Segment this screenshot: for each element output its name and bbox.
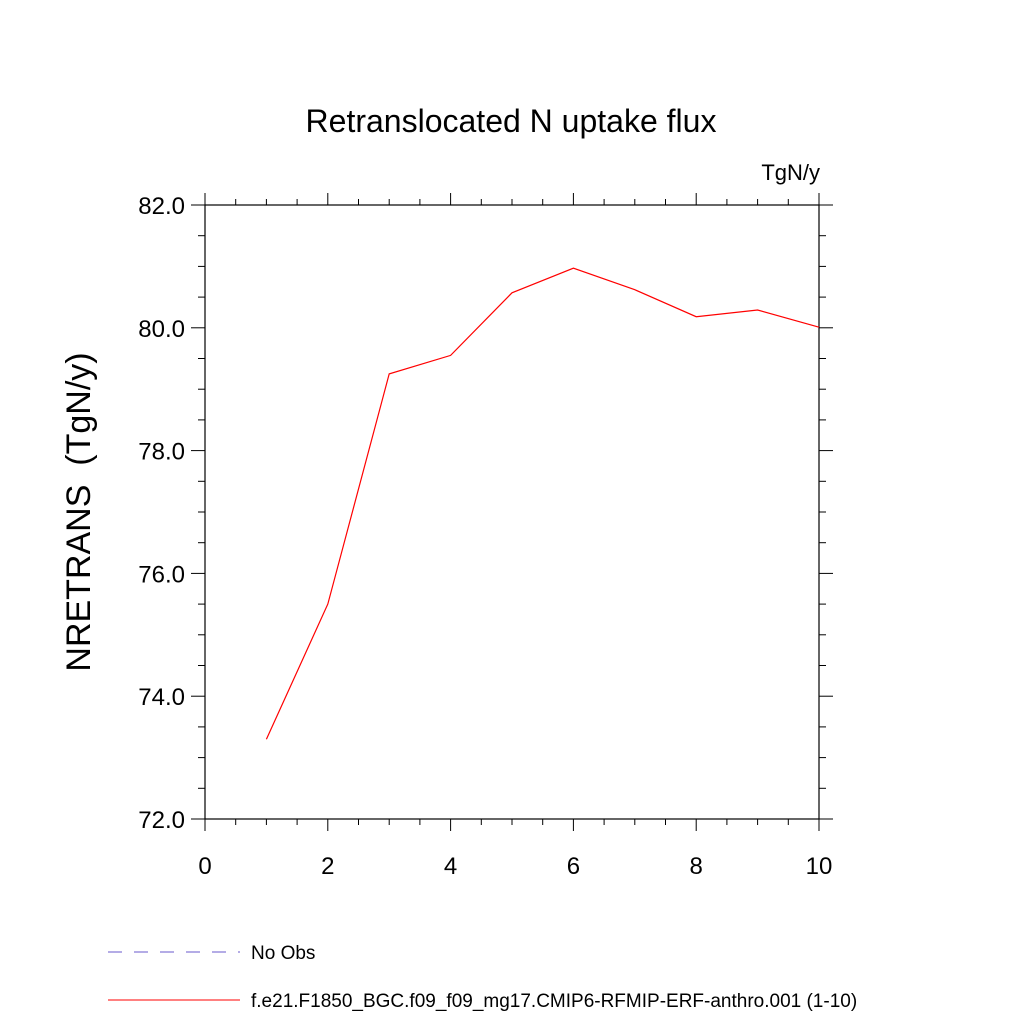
y-tick-label: 72.0 [138,807,185,834]
x-tick-labels: 0 2 4 6 8 10 [198,853,832,880]
y-tick-label: 76.0 [138,561,185,588]
x-tick-label: 8 [690,853,703,880]
chart-title: Retranslocated N uptake flux [306,103,717,139]
x-tick-label: 0 [198,853,211,880]
x-tick-label: 4 [444,853,457,880]
legend-label: No Obs [251,943,315,964]
y-tick-label: 74.0 [138,684,185,711]
x-tick-label: 6 [567,853,580,880]
x-tick-label: 10 [806,853,833,880]
series-line [265,267,820,740]
legend: No Obs f.e21.F1850_BGC.f09_f09_mg17.CMIP6… [108,943,857,1012]
series-lines [265,267,820,740]
x-tick-label: 2 [321,853,334,880]
plot-frame [204,204,820,820]
legend-label: f.e21.F1850_BGC.f09_f09_mg17.CMIP6-RFMIP… [251,991,857,1012]
units-label: TgN/y [761,160,820,185]
y-tick-label: 82.0 [138,193,185,220]
y-tick-label: 80.0 [138,316,185,343]
y-tick-label: 78.0 [138,439,185,466]
y-tick-labels: 72.0 74.0 76.0 78.0 80.0 82.0 [138,193,185,834]
axis-ticks [191,193,833,831]
y-axis-label: NRETRANS (TgN/y) [60,352,98,671]
